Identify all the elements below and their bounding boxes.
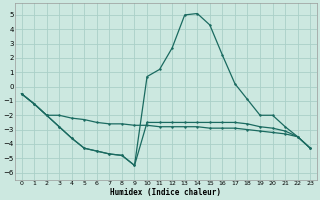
X-axis label: Humidex (Indice chaleur): Humidex (Indice chaleur) xyxy=(110,188,221,197)
